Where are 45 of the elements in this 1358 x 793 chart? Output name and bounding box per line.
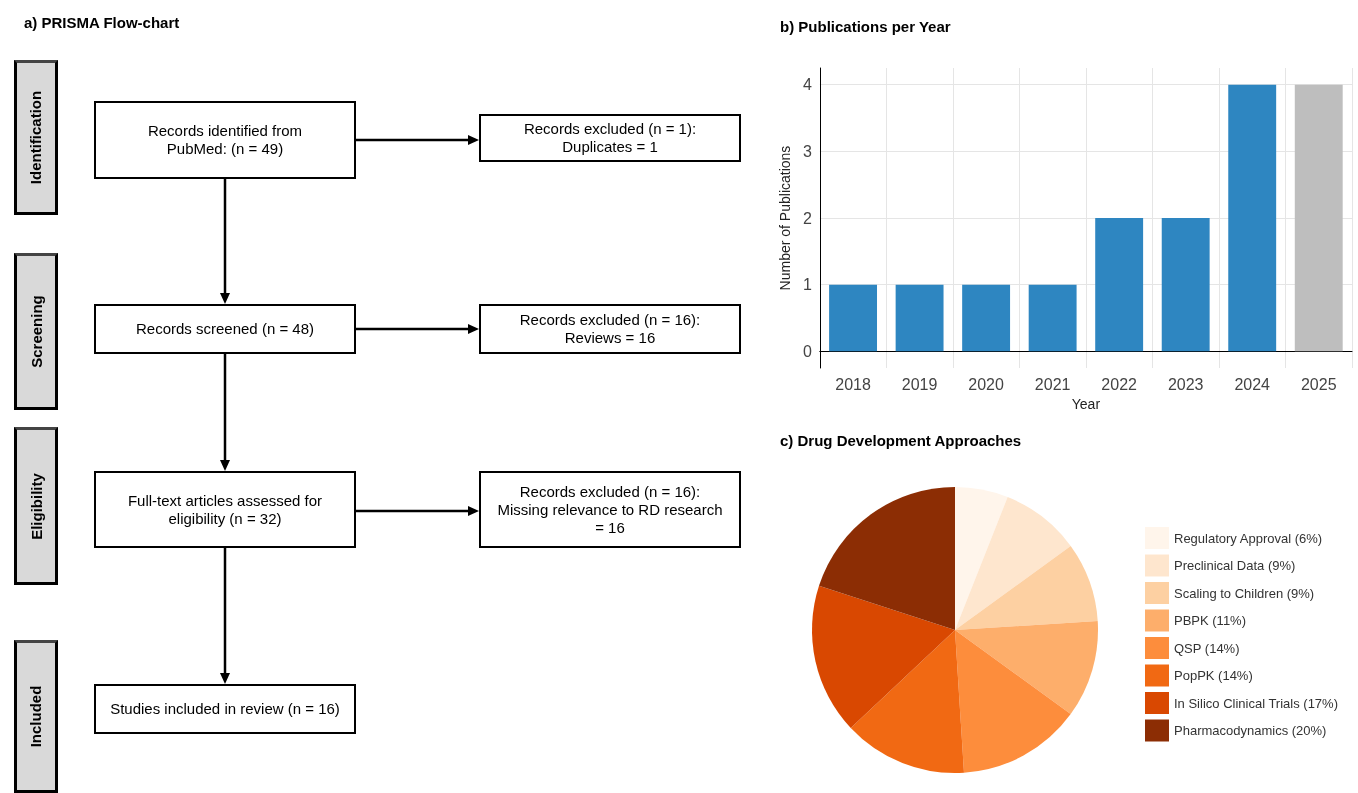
bar (1228, 84, 1277, 352)
flow-box: Studies included in review (n = 16) (94, 684, 356, 734)
bar (1095, 218, 1144, 352)
bar (1294, 84, 1343, 352)
bar (1161, 218, 1210, 352)
legend-label: Preclinical Data (9%) (1174, 558, 1296, 573)
flow-box: Records excluded (n = 1): Duplicates = 1 (479, 114, 741, 162)
flow-box: Records excluded (n = 16): Reviews = 16 (479, 304, 741, 354)
bar (1028, 284, 1077, 352)
stage-box: Screening (14, 253, 58, 410)
y-axis-title: Number of Publications (777, 145, 793, 291)
legend-label: QSP (14%) (1174, 640, 1240, 656)
legend-label: Scaling to Children (9%) (1174, 585, 1315, 601)
y-tick-label: 3 (802, 142, 812, 160)
y-tick-label: 1 (802, 276, 812, 294)
flow-box: Records screened (n = 48) (94, 304, 356, 354)
bar (895, 284, 944, 352)
x-tick-label: 2019 (901, 375, 938, 393)
chart-title: c) Drug Development Approaches (780, 432, 1022, 449)
bar (962, 284, 1011, 352)
x-tick-label: 2025 (1300, 375, 1337, 393)
legend-label: In Silico Clinical Trials (17%) (1174, 695, 1338, 711)
text: a) PRISMA Flow-chart (24, 14, 180, 31)
x-tick-label: 2022 (1101, 375, 1138, 393)
x-tick-label: 2024 (1234, 375, 1271, 393)
x-tick-label: 2021 (1034, 375, 1071, 393)
legend-label: PopPK (14%) (1174, 668, 1253, 683)
stage-box: Included (14, 640, 58, 793)
flow-box: Records excluded (n = 16): Missing relevance to RD research = 16 (479, 471, 741, 548)
stage-box: Identification (14, 60, 58, 215)
y-tick-label: 4 (802, 76, 812, 94)
x-tick-label: 2020 (968, 375, 1005, 393)
legend-label: Regulatory Approval (6%) (1174, 530, 1323, 546)
chart-title: b) Publications per Year (780, 18, 951, 35)
legend-label: PBPK (11%) (1174, 613, 1247, 628)
flow-box: Records identified from PubMed: (n = 49) (94, 101, 356, 179)
flow-box: Full-text articles assessed for eligibility (n = 32) (94, 471, 356, 548)
y-tick-label: 2 (802, 209, 812, 227)
x-tick-label: 2018 (835, 375, 871, 393)
y-tick-label: 0 (802, 342, 812, 360)
stage-box: Eligibility (14, 427, 58, 585)
legend-label: Pharmacodynamics (20%) (1174, 723, 1327, 738)
x-axis-title: Year (1071, 395, 1101, 412)
x-tick-label: 2023 (1167, 375, 1204, 393)
bar (829, 284, 878, 352)
